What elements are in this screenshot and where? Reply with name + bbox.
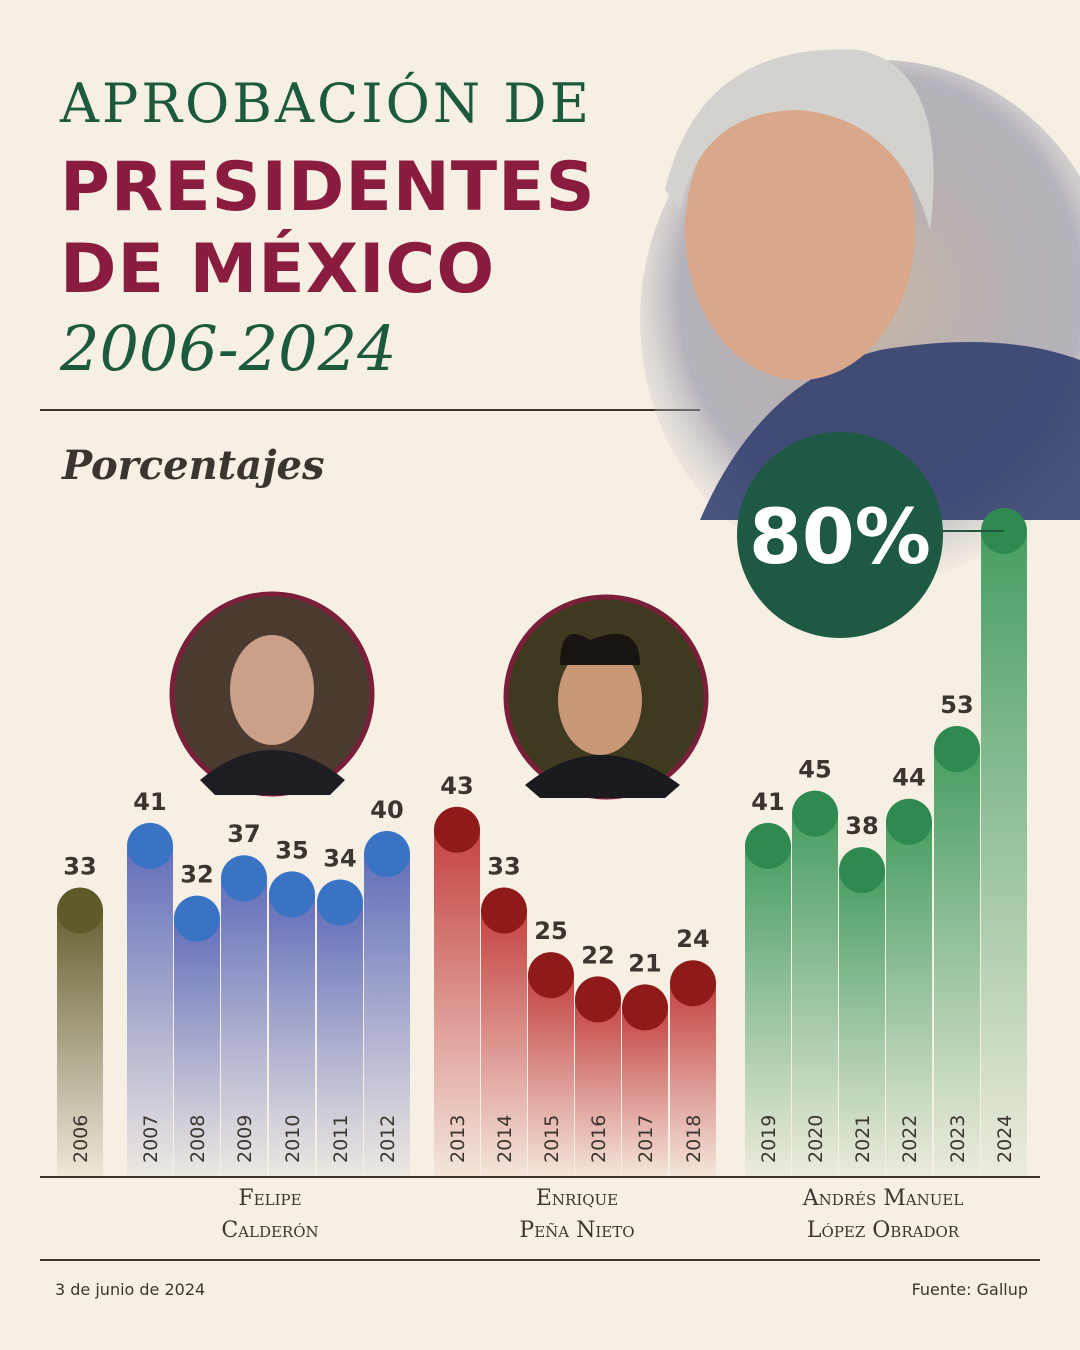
value-label-2017: 21 xyxy=(628,949,661,977)
group-label-pena-1: Enrique xyxy=(536,1186,618,1211)
year-label-2020: 2020 xyxy=(805,1115,827,1163)
pena-nieto-portrait xyxy=(503,594,709,800)
value-label-2014: 33 xyxy=(487,853,520,881)
value-label-2009: 37 xyxy=(227,820,260,848)
bar-2011 xyxy=(317,902,363,1177)
bar-2012 xyxy=(364,854,410,1177)
value-label-2006: 33 xyxy=(63,853,96,881)
value-label-2021: 38 xyxy=(845,812,878,840)
highlight-value: 80% xyxy=(749,492,931,581)
value-label-2020: 45 xyxy=(798,756,831,784)
bar-cap-2009 xyxy=(221,855,267,902)
bar-2016 xyxy=(575,999,621,1177)
title-line-2: PRESIDENTES xyxy=(60,148,596,227)
bar-cap-2018 xyxy=(670,960,716,1007)
year-label-2013: 2013 xyxy=(447,1115,469,1163)
bar-cap-2006 xyxy=(57,887,103,934)
bar-cap-2015 xyxy=(528,952,574,999)
group-label-pena-2: Peña Nieto xyxy=(519,1218,634,1243)
bar-2014 xyxy=(481,910,527,1177)
amlo-portrait xyxy=(640,49,1080,580)
bar-2023 xyxy=(934,749,980,1177)
bar-2021 xyxy=(839,870,885,1177)
bar-2019 xyxy=(745,845,791,1177)
year-label-2018: 2018 xyxy=(683,1115,705,1163)
year-label-2021: 2021 xyxy=(852,1115,874,1163)
highlight-badge xyxy=(737,432,943,638)
title-line-3: DE MÉXICO xyxy=(60,230,496,309)
year-label-2009: 2009 xyxy=(234,1115,256,1163)
footer-date: 3 de junio de 2024 xyxy=(55,1280,206,1299)
year-label-2017: 2017 xyxy=(635,1115,657,1163)
bar-2007 xyxy=(127,845,173,1177)
value-label-2018: 24 xyxy=(676,925,709,953)
bar-2024 xyxy=(981,531,1027,1177)
bar-cap-2014 xyxy=(481,887,527,934)
value-label-2013: 43 xyxy=(440,772,473,800)
value-label-2011: 34 xyxy=(323,844,356,872)
bar-2018 xyxy=(670,983,716,1177)
bar-cap-2011 xyxy=(317,879,363,926)
bar-cap-2017 xyxy=(622,984,668,1031)
bar-2008 xyxy=(174,918,220,1177)
group-label-amlo-2: López Obrador xyxy=(807,1218,960,1243)
bar-2022 xyxy=(886,821,932,1177)
year-label-2016: 2016 xyxy=(588,1115,610,1163)
year-label-2015: 2015 xyxy=(541,1115,563,1163)
bar-cap-2007 xyxy=(127,822,173,869)
calderon-portrait xyxy=(169,591,375,797)
bar-cap-2023 xyxy=(934,726,980,773)
bar-cap-2016 xyxy=(575,976,621,1023)
value-label-2012: 40 xyxy=(370,796,403,824)
value-label-2019: 41 xyxy=(751,788,784,816)
bar-2010 xyxy=(269,894,315,1177)
year-label-2023: 2023 xyxy=(947,1115,969,1163)
year-label-2014: 2014 xyxy=(494,1115,516,1163)
bar-cap-2010 xyxy=(269,871,315,918)
year-label-2010: 2010 xyxy=(282,1115,304,1163)
year-label-2024: 2024 xyxy=(994,1115,1016,1163)
group-label-calderon-2: Calderón xyxy=(221,1218,318,1243)
value-label-2022: 44 xyxy=(892,764,925,792)
year-label-2022: 2022 xyxy=(899,1115,921,1163)
year-label-2011: 2011 xyxy=(330,1115,352,1163)
bar-2013 xyxy=(434,829,480,1177)
value-label-2008: 32 xyxy=(180,861,213,889)
bar-2020 xyxy=(792,813,838,1177)
bar-cap-2022 xyxy=(886,798,932,845)
bar-cap-2013 xyxy=(434,806,480,853)
bar-2017 xyxy=(622,1007,668,1177)
bar-cap-2019 xyxy=(745,822,791,869)
value-label-2007: 41 xyxy=(133,788,166,816)
bar-cap-2012 xyxy=(364,831,410,877)
title-years: 2006-2024 xyxy=(60,312,397,385)
year-label-2006: 2006 xyxy=(70,1115,92,1163)
bar-cap-2008 xyxy=(174,895,220,942)
year-label-2008: 2008 xyxy=(187,1115,209,1163)
title-divider xyxy=(40,409,700,411)
bar-2015 xyxy=(528,975,574,1177)
footer-source: Fuente: Gallup xyxy=(911,1280,1028,1299)
value-label-2016: 22 xyxy=(581,941,614,969)
bar-2009 xyxy=(221,878,267,1177)
value-label-2010: 35 xyxy=(275,836,308,864)
group-label-amlo-1: Andrés Manuel xyxy=(802,1186,964,1211)
value-label-2023: 53 xyxy=(940,691,973,719)
year-label-2012: 2012 xyxy=(377,1115,399,1163)
title-line-1: APROBACIÓN DE xyxy=(60,72,592,135)
year-label-2019: 2019 xyxy=(758,1115,780,1163)
year-label-2007: 2007 xyxy=(140,1115,162,1163)
value-label-2015: 25 xyxy=(534,917,567,945)
subtitle: Porcentajes xyxy=(62,442,325,489)
bar-cap-2021 xyxy=(839,847,885,894)
group-label-calderon-1: Felipe xyxy=(238,1186,301,1211)
bar-2006 xyxy=(57,910,103,1177)
bar-cap-2020 xyxy=(792,790,838,837)
